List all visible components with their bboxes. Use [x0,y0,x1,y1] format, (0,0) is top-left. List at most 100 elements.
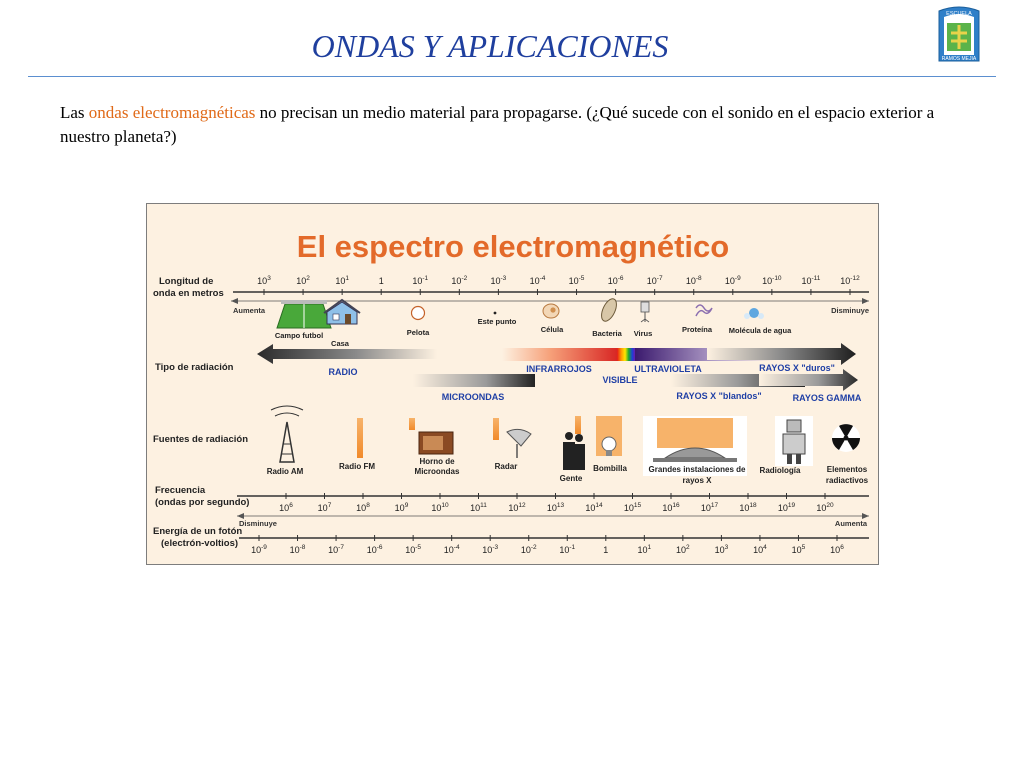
frequency-tick-label: 106 [279,502,293,513]
intro-paragraph: Las ondas electromagnéticas no precisan … [60,101,960,149]
frequency-tick-label: 1013 [547,502,565,513]
intro-highlight: ondas electromagnéticas [88,103,256,122]
frequency-tick-label: 1019 [778,502,796,513]
wavelength-tick-label: 10-3 [491,275,507,286]
intro-text-end: no precisan un medio material para propa… [60,103,935,146]
wavelength-tick-label: 10-11 [801,275,820,286]
energy-tick-label: 1 [603,545,608,555]
infrared-label: INFRARROJOS [526,364,592,374]
radiology-robot-icon [775,416,813,466]
wavelength-tick-label: 10-8 [686,275,702,286]
source-bulb: Bombilla [593,464,627,473]
object-label: Bacteria [592,329,622,338]
energy-tick-label: 103 [715,544,729,555]
energy-tick-label: 10-9 [251,544,267,555]
source-radio-am: Radio AM [267,467,304,476]
energy-tick-label: 102 [676,544,690,555]
energy-left-label: Disminuye [239,519,277,528]
energy-ticks: 10-9 10-8 10-7 10-6 10-5 10-4 10-3 10-2 10-1 1 101… [251,535,844,555]
object-label: Molécula de agua [729,326,792,335]
radio-label: RADIO [329,367,358,377]
energy-tick-label: 10-6 [367,544,383,555]
object-label: Pelota [407,328,430,337]
wavelength-tick-label: 10-9 [725,275,741,286]
energy-tick-label: 10-7 [328,544,344,555]
source-radio-fm: Radio FM [339,462,375,471]
radio-tower-icon [270,405,304,463]
sources-label: Fuentes de radiación [153,434,248,445]
microwave-oven-icon [409,418,454,455]
frequency-tick-label: 1020 [816,502,834,513]
hard-xray-band [707,343,856,365]
infrared-band [502,348,622,361]
wavelength-tick-label: 103 [257,275,271,286]
source-radioactive-2: radiactivos [826,476,869,485]
frequency-tick-label: 1010 [431,502,449,513]
object-label: Virus [634,329,653,338]
energy-tick-label: 106 [830,544,844,555]
frequency-ticks: 106 107 108 109 1010 1011 1012 1013 1014 1015 1016… [279,493,834,513]
source-radioactive-1: Elementos [827,465,868,474]
source-radiology: Radiología [760,466,801,475]
object-label: Proteína [682,325,713,334]
wavelength-label-1: Longitud de [159,276,213,287]
visible-band [617,348,635,361]
soft-xray-label: RAYOS X "blandos" [676,391,761,401]
frequency-label-2: (ondas por segundo) [155,497,249,508]
frequency-tick-label: 109 [395,502,409,513]
energy-tick-label: 105 [792,544,806,555]
source-microwave-2: Microondas [415,467,460,476]
energy-direction [237,513,869,519]
xray-facility-icon [643,416,747,476]
object-label: Célula [541,325,564,334]
wavelength-tick-label: 10-1 [412,275,428,286]
wavelength-right-label: Disminuye [831,306,869,315]
frequency-tick-label: 1018 [739,502,757,513]
figure-title: El espectro electromagnético [297,229,729,264]
slide-title: ONDAS Y APLICACIONES [311,28,669,64]
frequency-tick-label: 1015 [624,502,642,513]
frequency-tick-label: 1012 [508,502,526,513]
wavelength-ticks: 103 102 101 1 10-1 10-2 10-3 10-4 10-5 10-6 10-7 10… [257,275,860,295]
frequency-tick-label: 1011 [470,502,487,513]
object-labels: Campo futbol Casa Pelota Este punto Célula Ba… [275,317,792,348]
protein-icon [695,304,713,317]
ball-icon [410,305,426,321]
wavelength-tick-label: 10-10 [762,275,782,286]
hard-xray-label: RAYOS X "duros" [759,363,835,373]
virus-icon [640,301,650,323]
spectrum-figure: El espectro electromagnético Longitud de… [146,203,879,565]
energy-label-1: Energía de un fotón [153,526,242,537]
radiation-type-label: Tipo de radiación [155,362,234,373]
radio-band [257,344,437,364]
frequency-tick-label: 1014 [585,502,603,513]
object-label: Campo futbol [275,331,323,340]
people-icon [563,416,585,470]
wavelength-label-2: onda en metros [153,288,224,299]
intro-text-start: Las [60,103,89,122]
water-molecule-icon [744,308,764,319]
microwave-band [413,374,535,387]
energy-tick-label: 10-2 [521,544,537,555]
wavelength-tick-label: 101 [335,275,349,286]
source-microwave-1: Horno de [419,457,455,466]
frequency-tick-label: 107 [318,502,332,513]
radio-fm-beam [357,418,363,458]
spectrum-diagram: El espectro electromagnético Longitud de… [153,229,869,555]
wavelength-tick-label: 10-4 [530,275,546,286]
visible-label: VISIBLE [602,375,637,385]
school-crest-icon: ESCUELA RAMOS MEJIA [938,6,980,62]
object-label: Este punto [478,317,517,326]
wavelength-tick-label: 102 [296,275,310,286]
radiation-hazard-icon [832,424,860,452]
wavelength-tick-label: 10-7 [647,275,663,286]
energy-tick-label: 10-4 [444,544,460,555]
microwave-label: MICROONDAS [442,392,505,402]
energy-tick-label: 10-3 [482,544,498,555]
energy-tick-label: 101 [638,544,652,555]
logo-text-bottom: RAMOS MEJIA [942,56,977,62]
object-label: Casa [331,339,350,348]
wavelength-tick-label: 10-6 [608,275,624,286]
wavelength-tick-label: 1 [379,276,384,286]
cell-icon [542,303,560,319]
